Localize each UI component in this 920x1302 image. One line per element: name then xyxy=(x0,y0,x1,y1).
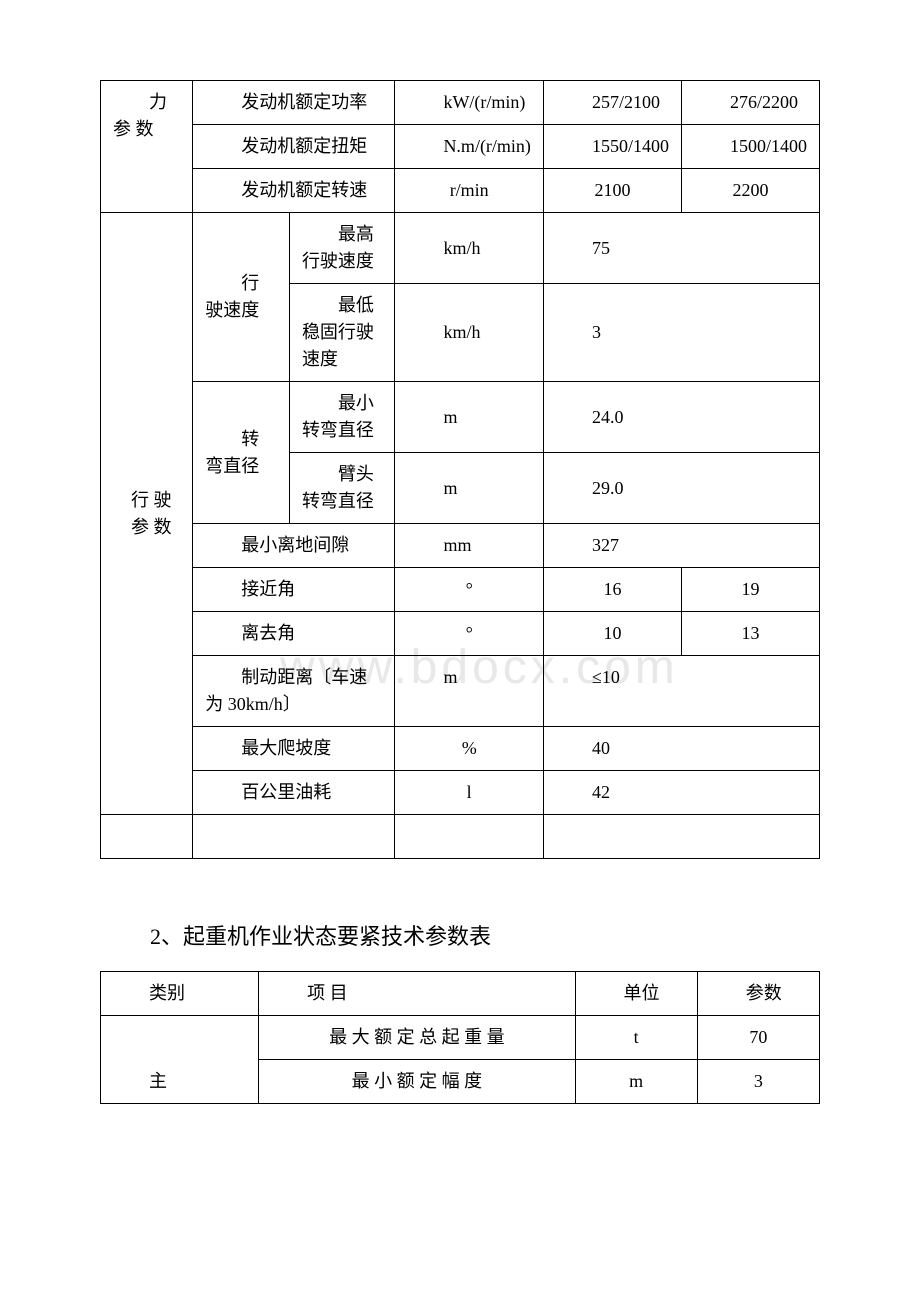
unit-cell: t xyxy=(575,1016,697,1060)
section-heading: 2、起重机作业状态要紧技术参数表 xyxy=(150,919,820,951)
unit-cell: ° xyxy=(395,612,544,656)
table-row: 主 最 大 额 定 总 起 重 量 t 70 xyxy=(101,1016,820,1060)
empty-cell xyxy=(543,815,819,859)
unit-cell: % xyxy=(395,727,544,771)
category-cell: 力 参 数 xyxy=(101,81,193,213)
value-cell: 10 xyxy=(543,612,681,656)
value-cell: 1550/1400 xyxy=(543,125,681,169)
unit-cell: r/min xyxy=(395,169,544,213)
item-cell: 发动机额定转速 xyxy=(193,169,395,213)
item-cell: 最高行驶速度 xyxy=(289,213,395,284)
item-cell: 接近角 xyxy=(193,568,395,612)
unit-cell: m xyxy=(575,1060,697,1104)
value-cell: 19 xyxy=(681,568,819,612)
category-cell: 主 xyxy=(101,1016,259,1104)
value-cell: 29.0 xyxy=(543,453,819,524)
value-cell: 42 xyxy=(543,771,819,815)
unit-cell: km/h xyxy=(395,284,544,382)
table-row: 转弯直径 最小转弯直径 m 24.0 xyxy=(101,382,820,453)
table-row: 发动机额定扭矩 N.m/(r/min) 1550/1400 1500/1400 xyxy=(101,125,820,169)
subcategory-cell: 行驶速度 xyxy=(193,213,290,382)
params-table-2: 类别 项 目 单位 参数 主 最 大 额 定 总 起 重 量 t 70 最 小 … xyxy=(100,971,820,1104)
unit-cell: m xyxy=(395,382,544,453)
item-cell: 最大爬坡度 xyxy=(193,727,395,771)
table-row: 制动距离〔车速为 30km/h〕 m ≤10 xyxy=(101,656,820,727)
subcategory-cell: 转弯直径 xyxy=(193,382,290,524)
value-cell: 327 xyxy=(543,524,819,568)
item-cell: 发动机额定扭矩 xyxy=(193,125,395,169)
table-row: 离去角 ° 10 13 xyxy=(101,612,820,656)
item-cell: 发动机额定功率 xyxy=(193,81,395,125)
value-cell: 70 xyxy=(697,1016,819,1060)
value-cell: 2100 xyxy=(543,169,681,213)
value-cell: 3 xyxy=(543,284,819,382)
empty-cell xyxy=(395,815,544,859)
unit-cell: m xyxy=(395,656,544,727)
unit-cell: N.m/(r/min) xyxy=(395,125,544,169)
value-cell: ≤10 xyxy=(543,656,819,727)
table-row: 百公里油耗 l 42 xyxy=(101,771,820,815)
value-cell: 2200 xyxy=(681,169,819,213)
value-cell: 13 xyxy=(681,612,819,656)
header-cell: 类别 xyxy=(101,972,259,1016)
unit-cell: km/h xyxy=(395,213,544,284)
value-cell: 1500/1400 xyxy=(681,125,819,169)
item-cell: 百公里油耗 xyxy=(193,771,395,815)
empty-cell xyxy=(101,815,193,859)
table-row xyxy=(101,815,820,859)
unit-cell: kW/(r/min) xyxy=(395,81,544,125)
item-cell: 最 大 额 定 总 起 重 量 xyxy=(259,1016,575,1060)
value-cell: 3 xyxy=(697,1060,819,1104)
item-cell: 制动距离〔车速为 30km/h〕 xyxy=(193,656,395,727)
header-cell: 项 目 xyxy=(259,972,575,1016)
value-cell: 257/2100 xyxy=(543,81,681,125)
unit-cell: l xyxy=(395,771,544,815)
table-row: 最大爬坡度 % 40 xyxy=(101,727,820,771)
unit-cell: mm xyxy=(395,524,544,568)
value-cell: 276/2200 xyxy=(681,81,819,125)
category-cell: 行 驶 参 数 xyxy=(101,213,193,815)
header-cell: 参数 xyxy=(697,972,819,1016)
unit-cell: ° xyxy=(395,568,544,612)
table-header-row: 类别 项 目 单位 参数 xyxy=(101,972,820,1016)
item-cell: 最小转弯直径 xyxy=(289,382,395,453)
value-cell: 75 xyxy=(543,213,819,284)
empty-cell xyxy=(193,815,395,859)
unit-cell: m xyxy=(395,453,544,524)
table-row: 最小离地间隙 mm 327 xyxy=(101,524,820,568)
value-cell: 24.0 xyxy=(543,382,819,453)
item-cell: 最小离地间隙 xyxy=(193,524,395,568)
table-row: 发动机额定转速 r/min 2100 2200 xyxy=(101,169,820,213)
item-cell: 最 小 额 定 幅 度 xyxy=(259,1060,575,1104)
header-cell: 单位 xyxy=(575,972,697,1016)
table-row: 力 参 数 发动机额定功率 kW/(r/min) 257/2100 276/22… xyxy=(101,81,820,125)
value-cell: 40 xyxy=(543,727,819,771)
item-cell: 臂头转弯直径 xyxy=(289,453,395,524)
table-row: 行 驶 参 数 行驶速度 最高行驶速度 km/h 75 xyxy=(101,213,820,284)
item-cell: 最低稳固行驶速度 xyxy=(289,284,395,382)
params-table-1: 力 参 数 发动机额定功率 kW/(r/min) 257/2100 276/22… xyxy=(100,80,820,859)
value-cell: 16 xyxy=(543,568,681,612)
table-row: 接近角 ° 16 19 xyxy=(101,568,820,612)
item-cell: 离去角 xyxy=(193,612,395,656)
